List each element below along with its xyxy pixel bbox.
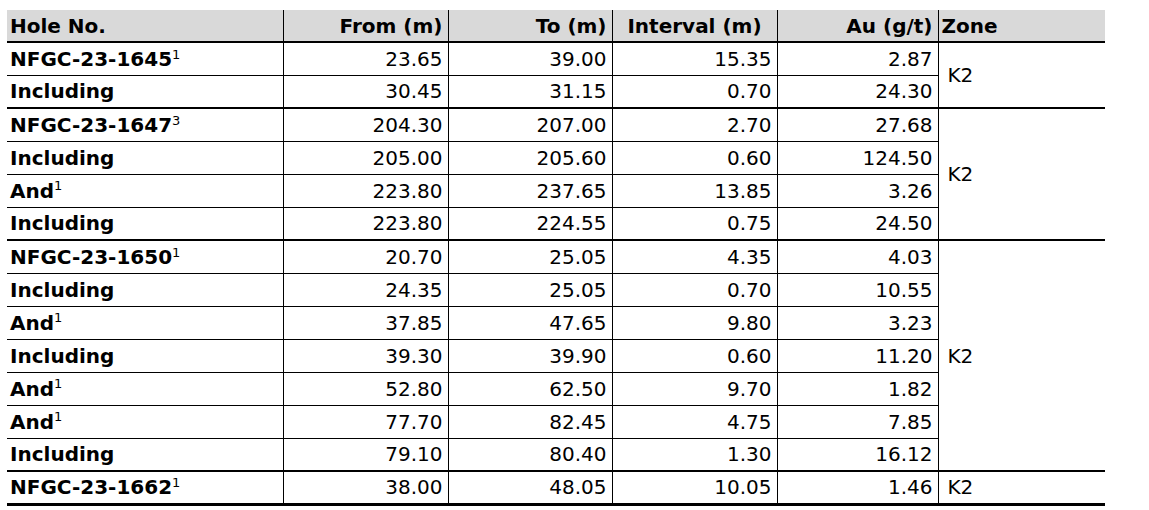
from-cell: 37.85 — [283, 306, 448, 339]
to-cell: 25.05 — [448, 273, 612, 306]
au-cell: 3.26 — [777, 174, 938, 207]
interval-cell: 4.75 — [612, 405, 777, 438]
zone-cell: K2 — [938, 240, 1105, 471]
column-header-zone: Zone — [938, 10, 1105, 42]
interval-cell: 0.60 — [612, 339, 777, 372]
interval-cell: 4.35 — [612, 240, 777, 273]
hole-cell: Including — [7, 273, 283, 306]
from-cell: 77.70 — [283, 405, 448, 438]
to-cell: 39.00 — [448, 42, 612, 75]
column-header-hole-no: Hole No. — [7, 10, 283, 42]
column-header-to: To (m) — [448, 10, 612, 42]
hole-cell: Including — [7, 207, 283, 240]
header-row: Hole No. From (m) To (m) Interval (m) Au… — [7, 10, 1105, 42]
interval-cell: 0.70 — [612, 75, 777, 108]
table-row: NFGC-23-1645123.6539.0015.352.87K2 — [7, 42, 1105, 75]
au-cell: 7.85 — [777, 405, 938, 438]
au-cell: 1.82 — [777, 372, 938, 405]
hole-cell: NFGC-23-16451 — [7, 42, 283, 75]
table-body: NFGC-23-1645123.6539.0015.352.87K2Includ… — [7, 42, 1105, 504]
footnote-superscript: 1 — [172, 245, 180, 260]
from-cell: 24.35 — [283, 273, 448, 306]
hole-cell: Including — [7, 75, 283, 108]
to-cell: 207.00 — [448, 108, 612, 141]
table-row: NFGC-23-16473204.30207.002.7027.68K2 — [7, 108, 1105, 141]
from-cell: 205.00 — [283, 141, 448, 174]
hole-cell: Including — [7, 438, 283, 471]
to-cell: 237.65 — [448, 174, 612, 207]
interval-cell: 0.70 — [612, 273, 777, 306]
footnote-superscript: 1 — [54, 409, 62, 424]
footnote-superscript: 1 — [172, 47, 180, 62]
hole-cell: Including — [7, 141, 283, 174]
au-cell: 16.12 — [777, 438, 938, 471]
column-header-interval: Interval (m) — [612, 10, 777, 42]
table-row: NFGC-23-1662138.0048.0510.051.46K2 — [7, 471, 1105, 504]
au-cell: 24.50 — [777, 207, 938, 240]
from-cell: 52.80 — [283, 372, 448, 405]
interval-cell: 0.75 — [612, 207, 777, 240]
table-row: NFGC-23-1650120.7025.054.354.03K2 — [7, 240, 1105, 273]
interval-cell: 15.35 — [612, 42, 777, 75]
table-header: Hole No. From (m) To (m) Interval (m) Au… — [7, 10, 1105, 42]
zone-cell: K2 — [938, 108, 1105, 240]
hole-cell: NFGC-23-16501 — [7, 240, 283, 273]
column-header-from: From (m) — [283, 10, 448, 42]
drill-results-table-container: Hole No. From (m) To (m) Interval (m) Au… — [7, 10, 1105, 506]
au-cell: 27.68 — [777, 108, 938, 141]
from-cell: 204.30 — [283, 108, 448, 141]
footnote-superscript: 1 — [54, 310, 62, 325]
au-cell: 10.55 — [777, 273, 938, 306]
from-cell: 223.80 — [283, 207, 448, 240]
interval-cell: 0.60 — [612, 141, 777, 174]
au-cell: 4.03 — [777, 240, 938, 273]
to-cell: 62.50 — [448, 372, 612, 405]
to-cell: 82.45 — [448, 405, 612, 438]
hole-cell: And1 — [7, 372, 283, 405]
hole-cell: NFGC-23-16621 — [7, 471, 283, 504]
drill-results-table: Hole No. From (m) To (m) Interval (m) Au… — [7, 10, 1105, 506]
from-cell: 223.80 — [283, 174, 448, 207]
hole-cell: Including — [7, 339, 283, 372]
au-cell: 1.46 — [777, 471, 938, 504]
au-cell: 24.30 — [777, 75, 938, 108]
to-cell: 80.40 — [448, 438, 612, 471]
interval-cell: 2.70 — [612, 108, 777, 141]
to-cell: 25.05 — [448, 240, 612, 273]
footnote-superscript: 1 — [54, 178, 62, 193]
column-header-au: Au (g/t) — [777, 10, 938, 42]
au-cell: 3.23 — [777, 306, 938, 339]
hole-cell: And1 — [7, 405, 283, 438]
au-cell: 124.50 — [777, 141, 938, 174]
hole-cell: NFGC-23-16473 — [7, 108, 283, 141]
to-cell: 39.90 — [448, 339, 612, 372]
au-cell: 2.87 — [777, 42, 938, 75]
from-cell: 39.30 — [283, 339, 448, 372]
au-cell: 11.20 — [777, 339, 938, 372]
hole-cell: And1 — [7, 306, 283, 339]
interval-cell: 9.80 — [612, 306, 777, 339]
interval-cell: 1.30 — [612, 438, 777, 471]
to-cell: 224.55 — [448, 207, 612, 240]
footnote-superscript: 1 — [54, 376, 62, 391]
from-cell: 20.70 — [283, 240, 448, 273]
interval-cell: 9.70 — [612, 372, 777, 405]
to-cell: 31.15 — [448, 75, 612, 108]
interval-cell: 10.05 — [612, 471, 777, 504]
from-cell: 79.10 — [283, 438, 448, 471]
footnote-superscript: 3 — [172, 113, 180, 128]
zone-cell: K2 — [938, 42, 1105, 108]
to-cell: 48.05 — [448, 471, 612, 504]
zone-cell: K2 — [938, 471, 1105, 504]
interval-cell: 13.85 — [612, 174, 777, 207]
footnote-superscript: 1 — [172, 475, 180, 490]
to-cell: 47.65 — [448, 306, 612, 339]
from-cell: 30.45 — [283, 75, 448, 108]
from-cell: 38.00 — [283, 471, 448, 504]
to-cell: 205.60 — [448, 141, 612, 174]
hole-cell: And1 — [7, 174, 283, 207]
from-cell: 23.65 — [283, 42, 448, 75]
